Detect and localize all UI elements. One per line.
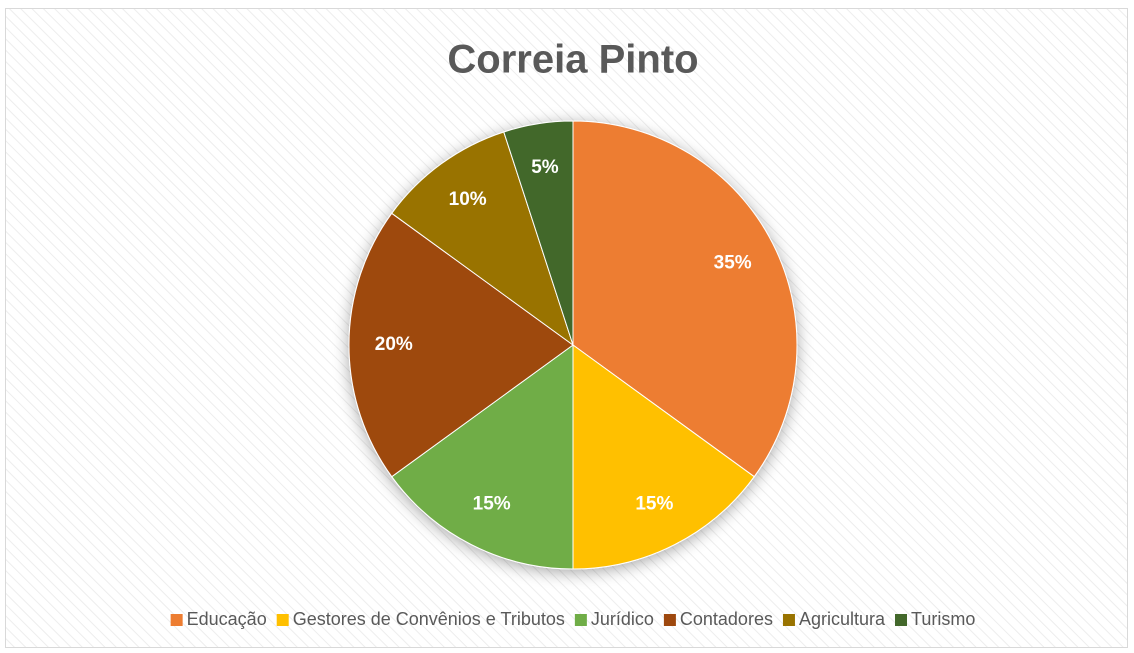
legend-label: Educação bbox=[187, 609, 267, 629]
pie-slice bbox=[572, 120, 798, 478]
legend-swatch bbox=[895, 614, 908, 626]
legend-label: Turismo bbox=[911, 609, 975, 629]
pie-slice bbox=[572, 344, 755, 570]
pie-slice bbox=[391, 344, 574, 570]
chart-title: Correia Pinto bbox=[447, 38, 698, 82]
legend-swatch bbox=[170, 614, 183, 626]
data-label: 20% bbox=[375, 334, 413, 355]
legend-swatch bbox=[782, 614, 795, 626]
legend-label: Gestores de Convênios e Tributos bbox=[293, 609, 565, 629]
legend-label: Jurídico bbox=[591, 609, 654, 629]
legend-swatch bbox=[574, 614, 587, 626]
legend-label: Agricultura bbox=[799, 609, 886, 629]
data-label: 15% bbox=[635, 494, 673, 515]
data-label: 15% bbox=[473, 494, 511, 515]
legend-label: Contadores bbox=[680, 609, 773, 629]
pie bbox=[348, 120, 798, 570]
pie-slice bbox=[503, 120, 574, 346]
pie-slice bbox=[391, 131, 574, 347]
data-label: 5% bbox=[531, 157, 559, 178]
data-label: 35% bbox=[714, 253, 752, 274]
data-label: 10% bbox=[449, 189, 487, 210]
legend-swatch bbox=[663, 614, 676, 626]
pie-slice bbox=[348, 212, 574, 478]
legend-swatch bbox=[276, 614, 289, 626]
